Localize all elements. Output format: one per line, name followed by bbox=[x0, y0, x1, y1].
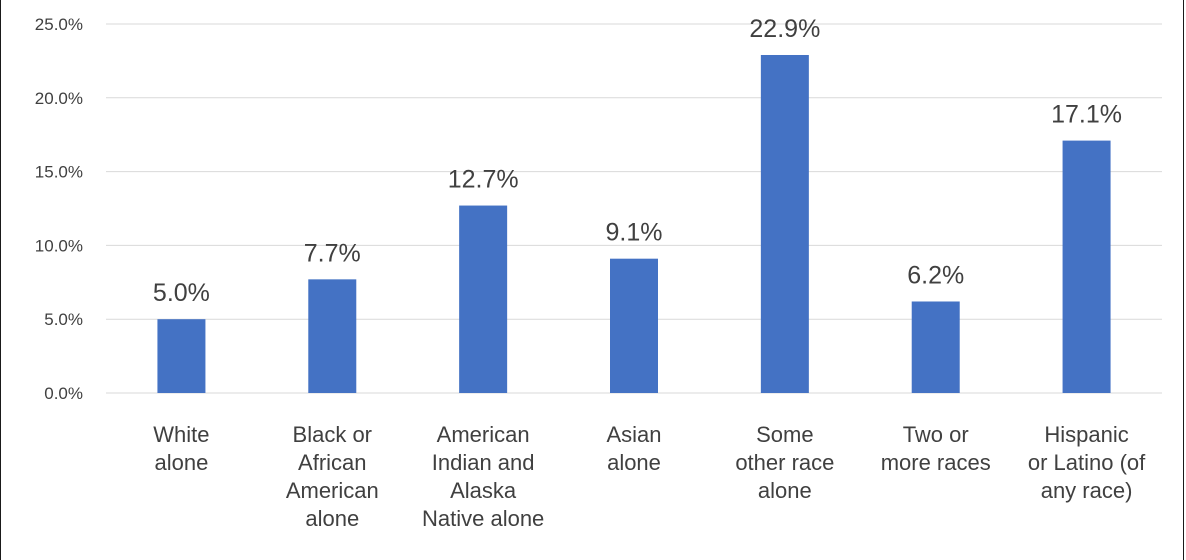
bar bbox=[911, 301, 960, 393]
data-label: 9.1% bbox=[606, 219, 663, 247]
data-label: 12.7% bbox=[448, 166, 519, 194]
x-axis-labels: White alone Black or African American alone Am… bbox=[153, 422, 1146, 531]
y-axis-ticks: 0.0% 5.0% 10.0% 15.0% 20.0% 25.0% bbox=[35, 15, 83, 403]
bar bbox=[1062, 140, 1111, 393]
bar bbox=[308, 279, 357, 393]
data-label: 22.9% bbox=[749, 15, 820, 43]
bar bbox=[610, 258, 658, 393]
x-tick-label: Hispanic or Latino (of any race) bbox=[1028, 422, 1146, 503]
x-tick-label: White alone bbox=[153, 422, 209, 475]
x-tick-label: Asian alone bbox=[606, 422, 661, 475]
data-label: 5.0% bbox=[153, 279, 210, 307]
data-label: 6.2% bbox=[907, 261, 964, 289]
data-label: 7.7% bbox=[304, 239, 361, 267]
bar bbox=[157, 319, 206, 393]
data-label: 17.1% bbox=[1051, 101, 1122, 129]
x-tick-label: Some other race alone bbox=[735, 422, 834, 503]
y-tick-label: 5.0% bbox=[44, 310, 83, 329]
y-tick-label: 10.0% bbox=[35, 236, 83, 255]
y-tick-label: 0.0% bbox=[44, 384, 83, 403]
bars bbox=[157, 54, 1111, 393]
bar bbox=[760, 54, 809, 393]
y-tick-label: 20.0% bbox=[35, 89, 83, 108]
x-tick-label: Black or African American alone bbox=[286, 422, 379, 531]
x-tick-label: American Indian and Alaska Native alone bbox=[422, 422, 544, 531]
x-tick-label: Two or more races bbox=[881, 422, 991, 475]
bar bbox=[459, 205, 508, 393]
y-tick-label: 15.0% bbox=[35, 163, 83, 182]
y-tick-label: 25.0% bbox=[35, 15, 83, 34]
data-labels: 5.0% 7.7% 12.7% 9.1% 22.9% 6.2% 17.1% bbox=[153, 15, 1122, 307]
